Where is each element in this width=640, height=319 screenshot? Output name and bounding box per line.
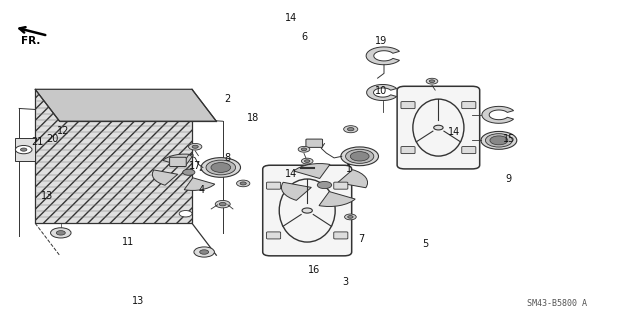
Circle shape: [179, 211, 192, 217]
Text: 8: 8: [224, 153, 230, 163]
Text: 13: 13: [131, 296, 144, 307]
Circle shape: [20, 148, 27, 151]
Circle shape: [237, 180, 250, 187]
Text: 14: 14: [285, 12, 298, 23]
Circle shape: [348, 216, 353, 218]
Circle shape: [301, 148, 307, 151]
FancyBboxPatch shape: [170, 157, 186, 167]
Circle shape: [211, 163, 230, 172]
Wedge shape: [163, 154, 193, 167]
Text: SM43-B5800 A: SM43-B5800 A: [527, 299, 587, 308]
Circle shape: [486, 134, 513, 147]
Polygon shape: [366, 47, 399, 65]
Text: 6: 6: [301, 32, 307, 42]
Circle shape: [201, 158, 241, 177]
Wedge shape: [338, 170, 367, 188]
Polygon shape: [482, 106, 514, 123]
Circle shape: [305, 160, 310, 162]
Circle shape: [298, 146, 310, 152]
FancyBboxPatch shape: [267, 182, 280, 189]
Circle shape: [434, 125, 443, 130]
Text: 15: 15: [502, 134, 515, 144]
Text: 9: 9: [506, 174, 512, 184]
Text: 20: 20: [46, 134, 59, 144]
Circle shape: [341, 147, 378, 166]
Text: 2: 2: [224, 94, 230, 104]
Circle shape: [194, 247, 214, 257]
Text: 1: 1: [346, 164, 352, 174]
Text: 17: 17: [189, 161, 202, 171]
Wedge shape: [319, 192, 355, 206]
Circle shape: [220, 203, 226, 206]
Text: 14: 14: [285, 169, 298, 179]
Circle shape: [490, 136, 508, 145]
FancyBboxPatch shape: [306, 139, 323, 147]
Circle shape: [240, 182, 246, 185]
FancyBboxPatch shape: [397, 86, 480, 169]
Text: 16: 16: [307, 264, 320, 275]
FancyBboxPatch shape: [462, 147, 476, 154]
Text: 4: 4: [198, 185, 205, 195]
Circle shape: [192, 145, 198, 148]
FancyBboxPatch shape: [334, 182, 348, 189]
Text: FR.: FR.: [21, 36, 40, 46]
Wedge shape: [184, 178, 215, 190]
Circle shape: [51, 228, 71, 238]
Circle shape: [302, 208, 312, 213]
Circle shape: [215, 200, 230, 208]
Polygon shape: [367, 85, 397, 100]
Circle shape: [429, 80, 435, 83]
Circle shape: [301, 158, 313, 164]
Text: 7: 7: [358, 234, 365, 244]
Polygon shape: [35, 89, 216, 121]
FancyBboxPatch shape: [262, 165, 352, 256]
Wedge shape: [152, 170, 178, 185]
Text: 5: 5: [422, 239, 429, 249]
Wedge shape: [200, 159, 225, 174]
Circle shape: [344, 214, 356, 220]
Polygon shape: [35, 89, 192, 223]
Text: 18: 18: [246, 113, 259, 123]
Circle shape: [481, 131, 517, 149]
Text: 13: 13: [40, 191, 53, 201]
Wedge shape: [294, 164, 330, 178]
Text: 14: 14: [448, 127, 461, 137]
Circle shape: [15, 145, 32, 154]
Circle shape: [206, 160, 236, 175]
Circle shape: [350, 152, 369, 161]
FancyBboxPatch shape: [267, 232, 280, 239]
Circle shape: [56, 231, 65, 235]
Circle shape: [189, 144, 202, 150]
Circle shape: [346, 149, 374, 163]
Circle shape: [182, 169, 195, 175]
FancyBboxPatch shape: [401, 102, 415, 108]
Circle shape: [426, 78, 438, 84]
Circle shape: [348, 128, 354, 131]
FancyBboxPatch shape: [462, 102, 476, 108]
Polygon shape: [15, 138, 35, 161]
Text: 11: 11: [122, 237, 134, 248]
Wedge shape: [282, 182, 311, 200]
Circle shape: [317, 182, 332, 189]
Circle shape: [200, 250, 209, 254]
Text: 19: 19: [374, 36, 387, 47]
Text: 10: 10: [374, 86, 387, 96]
Text: 21: 21: [31, 137, 44, 147]
Circle shape: [344, 126, 358, 133]
FancyBboxPatch shape: [334, 232, 348, 239]
Text: 3: 3: [342, 277, 349, 287]
Text: 12: 12: [56, 126, 69, 136]
FancyBboxPatch shape: [401, 147, 415, 154]
